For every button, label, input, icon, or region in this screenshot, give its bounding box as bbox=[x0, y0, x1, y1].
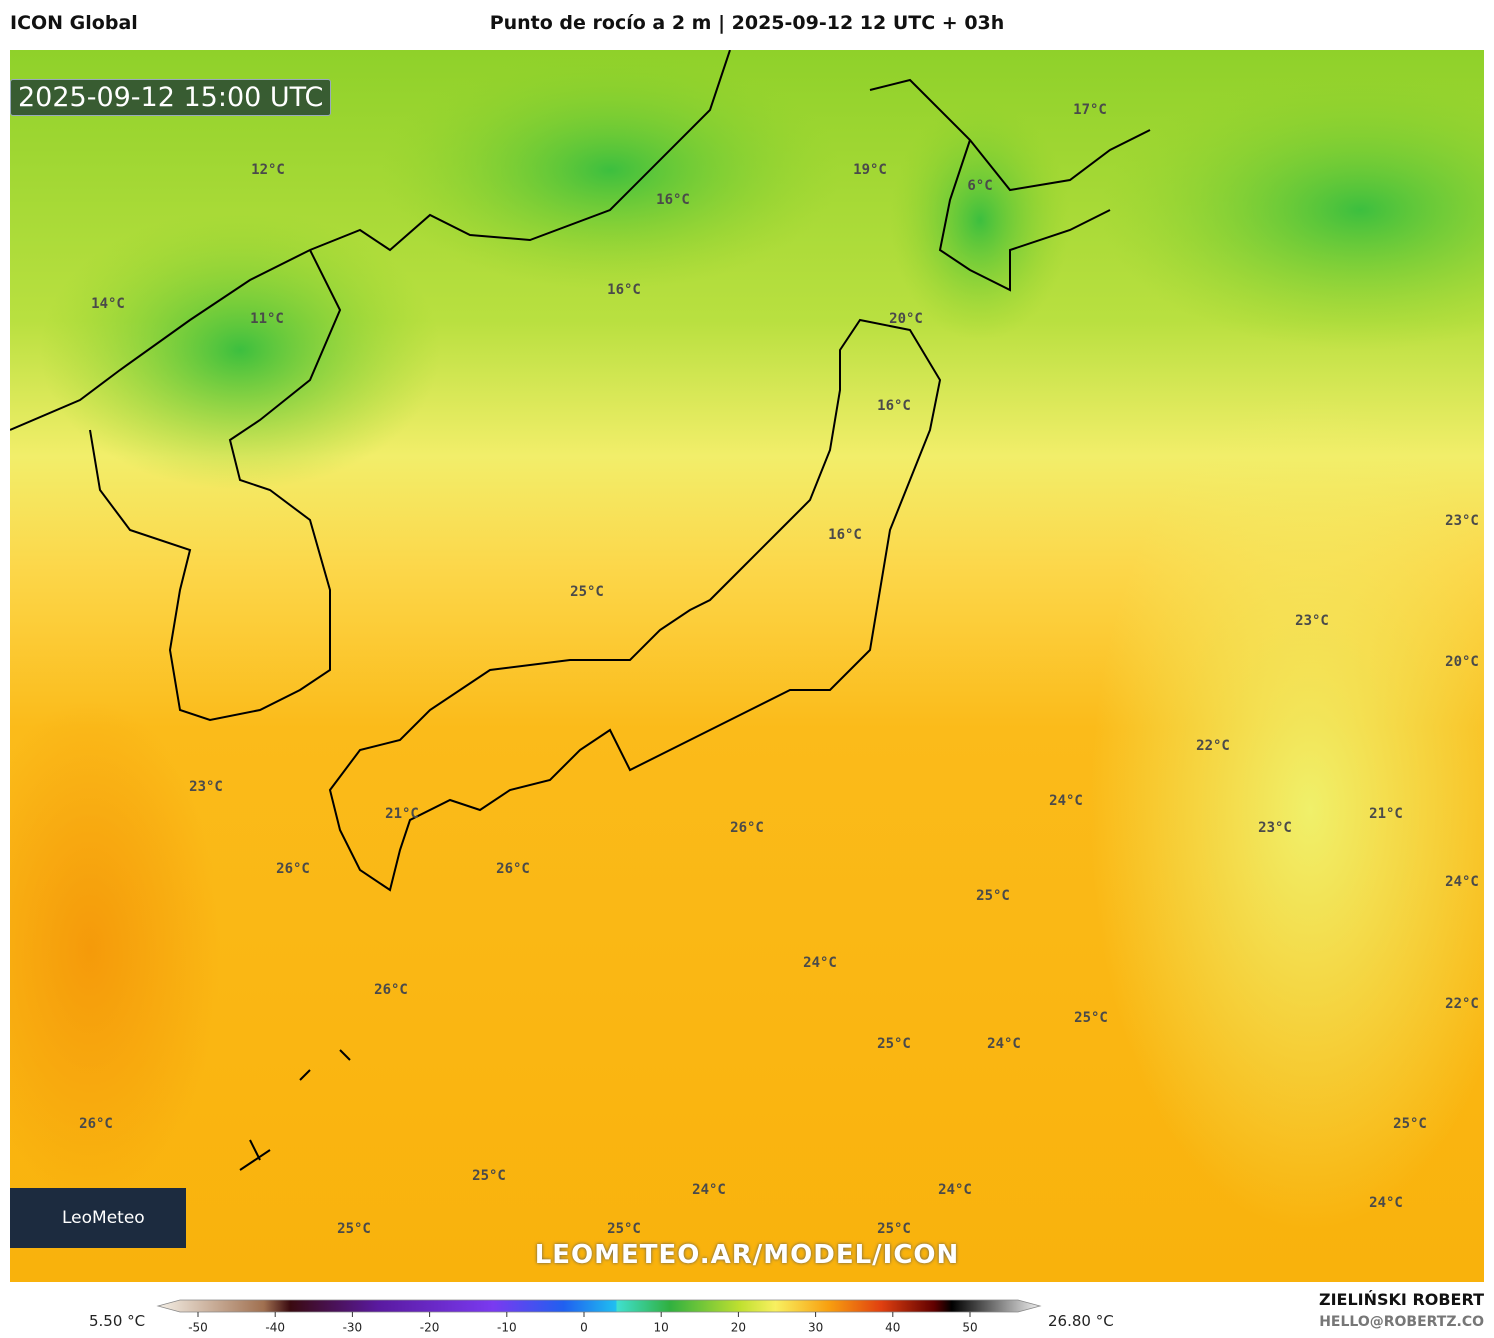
model-name: ICON Global bbox=[10, 12, 138, 34]
map-label: 19°C bbox=[853, 162, 887, 178]
map-label: 23°C bbox=[1258, 820, 1292, 836]
watermark: LEOMETEO.AR/MODEL/ICON bbox=[534, 1240, 960, 1270]
colorbar: -50 -40 -30 -20 -10 0 10 20 30 40 50 bbox=[156, 1299, 1042, 1335]
colorbar-ramp bbox=[156, 1299, 1042, 1313]
map-label: 26°C bbox=[276, 861, 310, 877]
colorbar-tick-label: -20 bbox=[420, 1321, 440, 1335]
colorbar-tick-label: -30 bbox=[343, 1321, 363, 1335]
map-label: 16°C bbox=[828, 527, 862, 543]
map-label: 12°C bbox=[251, 162, 285, 178]
map-label: 16°C bbox=[877, 398, 911, 414]
timestamp: 2025-09-12 15:00 UTC bbox=[10, 79, 332, 116]
colorbar-tick-label: 40 bbox=[885, 1321, 900, 1335]
field-blob bbox=[1090, 390, 1484, 1230]
map-label: 24°C bbox=[987, 1036, 1021, 1052]
map-label: 25°C bbox=[472, 1168, 506, 1184]
logo: LeoMeteo bbox=[10, 1188, 186, 1248]
map-label: 26°C bbox=[374, 982, 408, 998]
map-label: 26°C bbox=[79, 1116, 113, 1132]
map-label: 25°C bbox=[1074, 1010, 1108, 1026]
map-label: 25°C bbox=[976, 888, 1010, 904]
map-label: 20°C bbox=[889, 311, 923, 327]
label-layer: 17°C 19°C 6°C 12°C 16°C 16°C 14°C 11°C 20°C 16°C 2… bbox=[79, 102, 1479, 1237]
colorbar-ticks: -50 -40 -30 -20 -10 0 10 20 30 40 50 bbox=[188, 1312, 978, 1335]
map-label: 26°C bbox=[730, 820, 764, 836]
map-label: 16°C bbox=[656, 192, 690, 208]
field-blob bbox=[890, 100, 1070, 340]
colorbar-min: 5.50 °C bbox=[89, 1312, 146, 1330]
map: 17°C 19°C 6°C 12°C 16°C 16°C 14°C 11°C 20°C 16°C 2… bbox=[10, 50, 1484, 1282]
map-label: 6°C bbox=[967, 178, 992, 194]
colorbar-tick-label: -10 bbox=[497, 1321, 517, 1335]
map-label: 23°C bbox=[189, 779, 223, 795]
map-label: 24°C bbox=[1369, 1195, 1403, 1211]
map-label: 17°C bbox=[1073, 102, 1107, 118]
map-label: 25°C bbox=[570, 584, 604, 600]
map-label: 14°C bbox=[91, 296, 125, 312]
map-label: 21°C bbox=[385, 806, 419, 822]
field-blob bbox=[40, 210, 440, 490]
map-label: 25°C bbox=[877, 1221, 911, 1237]
map-label: 20°C bbox=[1445, 654, 1479, 670]
colorbar-tick-label: -50 bbox=[188, 1321, 208, 1335]
map-label: 24°C bbox=[1049, 793, 1083, 809]
map-label: 23°C bbox=[1295, 613, 1329, 629]
colorbar-tick-label: 0 bbox=[580, 1321, 588, 1335]
map-label: 22°C bbox=[1196, 738, 1230, 754]
map-label: 24°C bbox=[938, 1182, 972, 1198]
colorbar-max: 26.80 °C bbox=[1048, 1312, 1114, 1330]
map-label: 16°C bbox=[607, 282, 641, 298]
map-label: 23°C bbox=[1445, 513, 1479, 529]
colorbar-tick-label: 10 bbox=[654, 1321, 669, 1335]
map-label: 22°C bbox=[1445, 996, 1479, 1012]
field-blob bbox=[1100, 70, 1484, 350]
map-label: 24°C bbox=[1445, 874, 1479, 890]
map-label: 24°C bbox=[803, 955, 837, 971]
field-blob bbox=[10, 700, 220, 1200]
map-label: 21°C bbox=[1369, 806, 1403, 822]
author: ZIELIŃSKI ROBERT bbox=[1318, 1290, 1484, 1309]
map-title: Punto de rocío a 2 m | 2025-09-12 12 UTC… bbox=[489, 12, 1005, 34]
colorbar-tick-label: -40 bbox=[265, 1321, 285, 1335]
logo-text: LeoMeteo bbox=[62, 1208, 145, 1228]
map-label: 25°C bbox=[607, 1221, 641, 1237]
colorbar-tick-label: 50 bbox=[962, 1321, 977, 1335]
colorbar-tick-label: 20 bbox=[731, 1321, 746, 1335]
map-label: 24°C bbox=[692, 1182, 726, 1198]
coastline bbox=[10, 50, 1151, 1171]
map-label: 11°C bbox=[250, 311, 284, 327]
map-label: 25°C bbox=[1393, 1116, 1427, 1132]
field-blob bbox=[380, 50, 840, 290]
map-label: 26°C bbox=[496, 861, 530, 877]
colorbar-tick-label: 30 bbox=[808, 1321, 823, 1335]
contact: HELLO@ROBERTZ.CO bbox=[1319, 1314, 1484, 1330]
map-label: 25°C bbox=[877, 1036, 911, 1052]
map-label: 25°C bbox=[337, 1221, 371, 1237]
